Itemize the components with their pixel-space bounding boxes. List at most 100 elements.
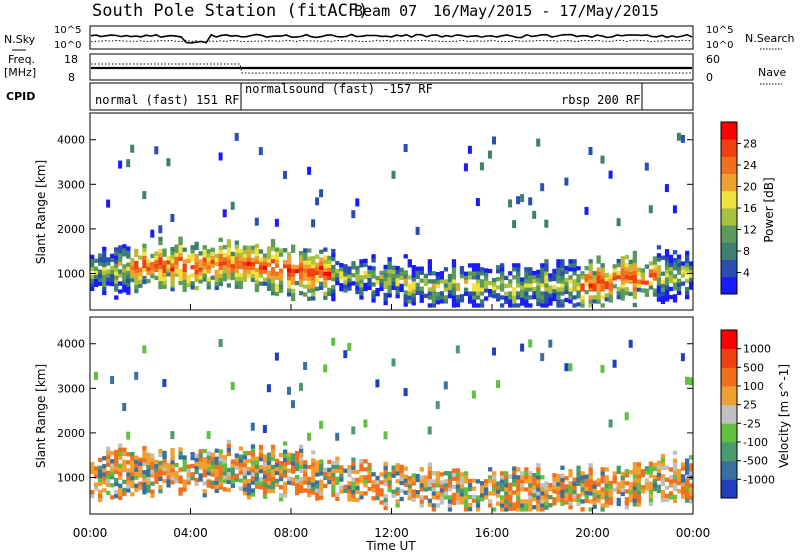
echo-cell (351, 481, 356, 486)
echo-cell (250, 269, 256, 274)
echo-cell (126, 286, 131, 291)
echo-cell (347, 493, 352, 498)
echo-cell (295, 475, 300, 480)
velocity-ylabel: Slant Range [km] (34, 364, 48, 468)
echo-cell (552, 481, 557, 486)
echo-cell (664, 465, 670, 470)
echo-cell (114, 295, 119, 300)
echo-cell (351, 469, 356, 474)
echo-cell (210, 251, 215, 256)
echo-cell (254, 279, 260, 285)
echo-cell (496, 265, 501, 270)
echo-cell (162, 379, 167, 387)
echo-cell (467, 479, 473, 484)
echo-cell (403, 144, 408, 152)
echo-cell (399, 275, 404, 280)
echo-cell (158, 240, 163, 246)
echo-cell (110, 471, 115, 476)
echo-cell (194, 245, 199, 251)
echo-cell (363, 262, 368, 267)
echo-cell (311, 284, 316, 289)
echo-cell (459, 500, 465, 505)
echo-cell (556, 275, 561, 280)
echo-cell (299, 476, 304, 481)
echo-cell (258, 477, 264, 482)
echo-cell (174, 252, 179, 257)
echo-cell (130, 144, 135, 153)
echo-cell (600, 495, 605, 500)
echo-cell (270, 279, 276, 284)
echo-cell (612, 276, 617, 281)
echo-cell (508, 498, 513, 503)
echo-cell (351, 461, 356, 466)
echo-cell (278, 461, 284, 466)
echo-cell (242, 491, 248, 496)
echo-cell (134, 280, 139, 286)
echo-cell (568, 279, 573, 284)
echo-cell (230, 475, 235, 480)
echo-cell (479, 299, 485, 304)
echo-cell (226, 247, 231, 252)
echo-cell (295, 281, 300, 286)
echo-cell (520, 483, 525, 488)
echo-cell (628, 486, 633, 491)
echo-cell (182, 463, 187, 468)
echo-cell (524, 291, 529, 296)
echo-cell (258, 261, 264, 266)
echo-cell (363, 419, 368, 428)
echo-cell (238, 446, 243, 451)
echo-cell (644, 470, 650, 475)
echo-cell (246, 273, 252, 278)
cpid-segment-label: normalsound (fast) -157 RF (245, 82, 433, 96)
echo-cell (250, 444, 256, 449)
echo-cell (548, 487, 553, 492)
echo-cell (415, 266, 420, 271)
echo-cell (556, 494, 561, 499)
echo-cell (218, 473, 223, 478)
echo-cell (250, 422, 255, 431)
echo-cell (186, 282, 191, 288)
echo-cell (648, 281, 654, 286)
echo-cell (596, 490, 601, 495)
echo-cell (395, 265, 400, 271)
echo-cell (226, 447, 231, 452)
echo-cell (190, 476, 195, 481)
echo-cell (158, 276, 163, 282)
echo-cell (182, 247, 187, 252)
noise-left-tick: 10^0 (54, 40, 81, 51)
echo-cell (395, 277, 400, 283)
echo-cell (234, 248, 239, 253)
echo-cell (367, 285, 372, 290)
echo-cell (283, 473, 288, 478)
echo-cell (371, 488, 376, 493)
echo-cell (327, 479, 332, 485)
echo-cell (206, 451, 211, 456)
echo-cell (564, 281, 569, 287)
echo-cell (628, 339, 633, 348)
echo-cell (592, 287, 597, 292)
echo-cell (652, 292, 658, 297)
echo-cell (347, 489, 352, 494)
echo-cell (636, 271, 641, 276)
echo-cell (636, 490, 641, 495)
echo-cell (520, 503, 525, 508)
echo-cell (403, 270, 408, 275)
echo-cell (287, 292, 292, 297)
echo-cell (676, 278, 682, 283)
echo-cell (307, 256, 312, 261)
echo-cell (536, 503, 541, 508)
echo-cell (600, 287, 605, 292)
echo-cell (403, 474, 408, 479)
echo-cell (102, 468, 107, 473)
echo-cell (672, 258, 678, 263)
echo-cell (447, 273, 453, 279)
echo-cell (568, 363, 573, 372)
echo-cell (367, 486, 372, 492)
echo-cell (146, 476, 151, 481)
echo-cell (387, 293, 392, 298)
echo-cell (439, 484, 444, 489)
echo-cell (680, 134, 685, 143)
echo-cell (274, 470, 280, 476)
echo-cell (170, 267, 175, 272)
echo-cell (628, 482, 633, 487)
